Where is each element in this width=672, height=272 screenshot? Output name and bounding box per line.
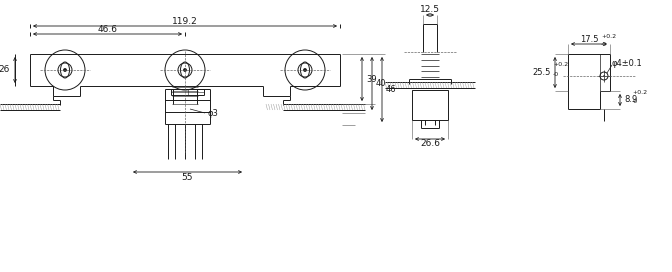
Text: +0.2: +0.2 (601, 34, 616, 39)
Text: 40: 40 (376, 79, 386, 88)
Text: 17.5: 17.5 (580, 36, 598, 45)
Text: 39: 39 (366, 75, 376, 84)
Text: 119.2: 119.2 (172, 17, 198, 26)
Text: -0: -0 (553, 72, 559, 76)
Text: +0.2: +0.2 (553, 63, 568, 67)
Circle shape (304, 69, 306, 71)
Text: 8.9: 8.9 (624, 95, 637, 104)
Text: φ4±0.1: φ4±0.1 (612, 60, 642, 69)
Circle shape (603, 75, 605, 77)
Circle shape (184, 69, 186, 71)
Text: -0: -0 (632, 99, 638, 104)
Text: 26.6: 26.6 (420, 140, 440, 149)
Text: 26: 26 (0, 66, 10, 75)
Text: 25.5: 25.5 (533, 68, 551, 77)
Text: 46: 46 (386, 85, 396, 94)
Bar (412, 90, 448, 120)
Circle shape (64, 69, 67, 71)
Text: -0: -0 (601, 42, 607, 47)
Text: 12.5: 12.5 (420, 5, 440, 14)
Text: 46.6: 46.6 (97, 24, 118, 33)
Text: 55: 55 (181, 172, 194, 181)
Text: φ3: φ3 (207, 110, 218, 119)
Text: +0.2: +0.2 (632, 90, 647, 95)
